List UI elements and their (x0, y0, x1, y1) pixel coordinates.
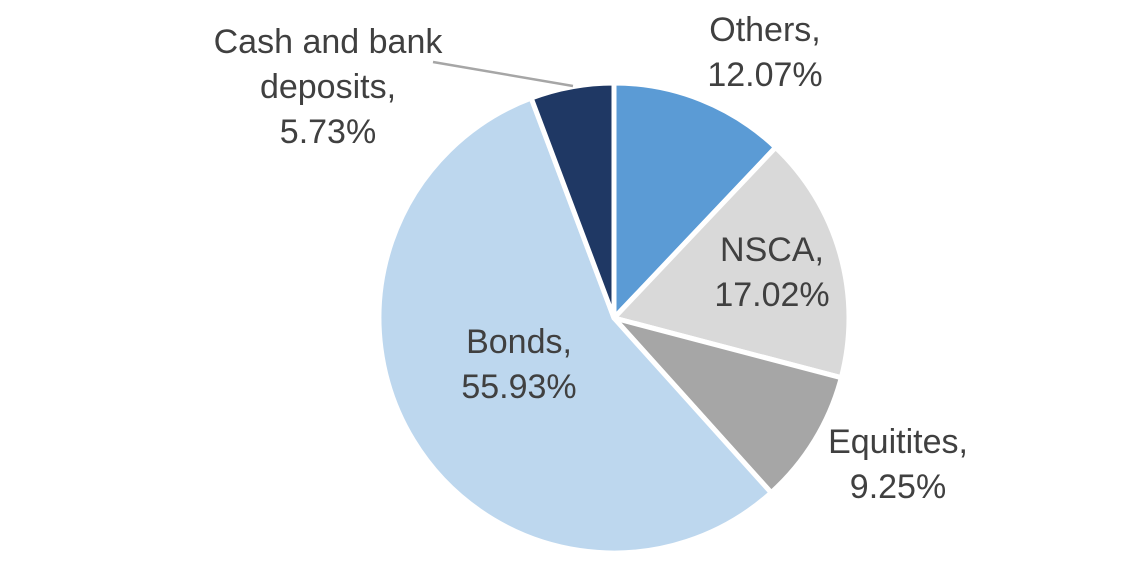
slice-label-equitites-name: Equitites, (828, 423, 968, 461)
slice-label-cash-and-bank-deposits: Cash and bank deposits, 5.73% (214, 20, 443, 155)
slice-label-nsca-name: NSCA, (720, 231, 824, 269)
pie-slice-others (611, 80, 779, 321)
slice-label-cash-name-line1: Cash and bank (213, 23, 443, 61)
slice-label-equitites: Equitites, 9.25% (828, 420, 968, 510)
slice-label-cash-value: 5.73% (279, 113, 377, 151)
pie-slice-equitites (611, 315, 844, 496)
slice-label-bonds-name: Bonds, (466, 323, 572, 361)
pie-slice-bonds (376, 95, 774, 556)
slice-label-others-value: 12.07% (707, 56, 823, 94)
slice-label-cash-name-line2: deposits, (259, 68, 397, 106)
slice-label-bonds-value: 55.93% (461, 368, 577, 406)
slice-label-bonds: Bonds, 55.93% (461, 320, 576, 410)
slice-label-others-name: Others, (709, 11, 821, 49)
slice-label-nsca: NSCA, 17.02% (714, 228, 829, 318)
slice-label-others: Others, 12.07% (707, 8, 822, 98)
cash-label-leader-line (432, 60, 574, 88)
slice-label-equitites-value: 9.25% (849, 468, 947, 506)
pie-slice-nsca (611, 144, 852, 381)
slice-label-nsca-value: 17.02% (714, 276, 830, 314)
